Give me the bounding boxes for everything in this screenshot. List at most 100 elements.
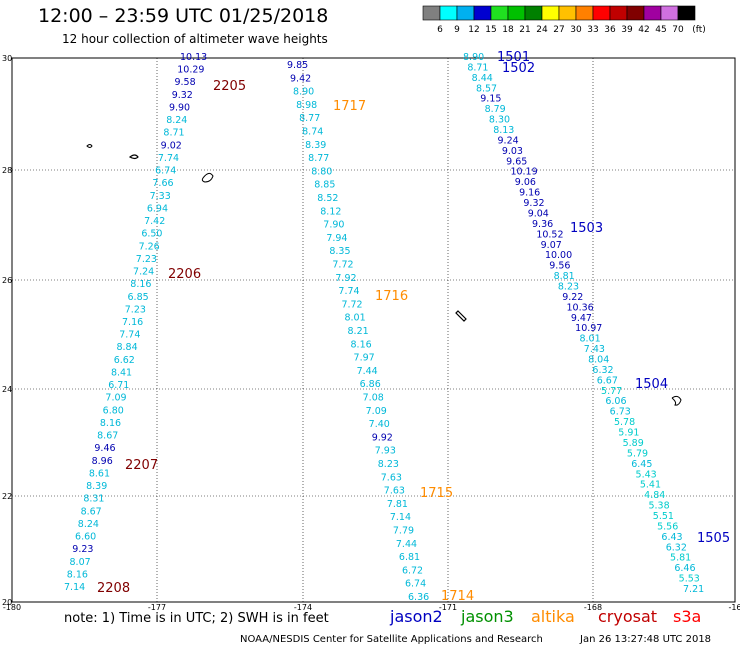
- lat-lon-grid: [11, 57, 736, 603]
- wave-height-value: 9.04: [528, 208, 549, 219]
- wave-height-value: 7.72: [341, 299, 362, 310]
- legend-label: 39: [621, 25, 633, 35]
- wave-height-value: 7.63: [381, 472, 402, 483]
- wave-height-value: 8.31: [83, 494, 104, 505]
- wave-height-value: 6.46: [674, 563, 695, 574]
- wave-height-value: 7.79: [393, 526, 414, 537]
- wave-height-value: 7.14: [390, 512, 411, 523]
- legend-label: 33: [587, 25, 598, 35]
- wave-height-value: 8.01: [579, 334, 600, 345]
- pass-label: 1503: [570, 221, 603, 236]
- island-4: [455, 310, 467, 322]
- lat-label: 20: [2, 598, 12, 607]
- satellite-label-s3a: s3a: [673, 607, 702, 626]
- wave-height-value: 8.16: [100, 418, 121, 429]
- satellite-label-cryosat: cryosat: [598, 607, 658, 626]
- wave-height-value: 8.84: [116, 342, 137, 353]
- wave-height-value: 6.74: [155, 166, 176, 177]
- wave-height-value: 8.71: [163, 128, 184, 139]
- wave-height-value: 5.79: [627, 448, 648, 459]
- wave-height-value: 7.21: [683, 584, 704, 595]
- wave-height-value: 8.61: [89, 468, 110, 479]
- wave-height-value: 8.16: [67, 569, 88, 580]
- wave-height-value: 7.94: [326, 233, 347, 244]
- wave-height-value: 6.62: [114, 355, 135, 366]
- satellite-label-jason3: jason3: [461, 607, 514, 626]
- pass-label: 1716: [375, 289, 408, 304]
- pass-label: 2205: [213, 79, 246, 94]
- wave-height-value: 10.52: [536, 229, 563, 240]
- wave-height-value: 7.09: [105, 393, 126, 404]
- wave-height-value: 6.45: [631, 459, 652, 470]
- wave-height-value: 8.21: [348, 326, 369, 337]
- wave-height-value: 8.44: [472, 73, 493, 84]
- pass-label: 2207: [125, 458, 158, 473]
- wave-height-value: 5.51: [653, 511, 674, 522]
- wave-height-value: 8.85: [314, 180, 335, 191]
- wave-height-value: 7.93: [375, 446, 396, 457]
- wave-height-value: 9.07: [541, 240, 562, 251]
- footer-credit: NOAA/NESDIS Center for Satellite Applica…: [240, 634, 543, 645]
- wave-height-value: 8.77: [299, 113, 320, 124]
- lat-label: 30: [2, 54, 12, 63]
- wave-height-value: 9.85: [287, 60, 308, 71]
- wave-height-value: 6.60: [75, 532, 96, 543]
- wave-height-value: 9.22: [562, 292, 583, 303]
- wave-height-value: 8.74: [302, 127, 323, 138]
- axis-labels: 30 28 26 24 22 20-180 -177 -174 -171 -168 -16: [2, 54, 740, 610]
- islands: [86, 144, 682, 406]
- wave-height-value: 9.46: [94, 443, 115, 454]
- wave-height-value: 9.03: [502, 146, 523, 157]
- wave-height-value: 9.36: [532, 219, 553, 230]
- lat-label: 22: [2, 492, 12, 501]
- legend-label: 9: [454, 25, 460, 35]
- pass-label: 1501: [497, 50, 530, 65]
- wave-height-value: 10.13: [180, 52, 207, 63]
- legend-swatch: [677, 5, 696, 21]
- map-title: 12:00 – 23:59 UTC 01/25/2018: [38, 5, 329, 27]
- wave-height-value: 5.43: [636, 469, 657, 480]
- legend-label: 70: [672, 25, 684, 35]
- wave-height-value: 10.97: [575, 323, 602, 334]
- track-altika: 9.85 9.42 8.90 8.98 8.77 8.74 8.39 8.77 8.80 8.85…: [287, 60, 474, 604]
- wave-height-value: 10.29: [177, 65, 204, 76]
- wave-height-value: 7.74: [338, 286, 359, 297]
- wave-height-value: 6.43: [661, 532, 682, 543]
- wave-height-value: 9.32: [172, 90, 193, 101]
- wave-height-value: 6.36: [408, 592, 429, 603]
- lat-label: 24: [2, 385, 12, 394]
- wave-height-value: 7.44: [357, 366, 378, 377]
- pass-label: 1717: [333, 99, 366, 114]
- legend-label: 27: [553, 25, 564, 35]
- track-jason2: 8.908.718.448.579.158.798.308.139.249.03…: [463, 50, 730, 595]
- wave-height-value: 8.30: [489, 115, 510, 126]
- map-frame: [11, 57, 736, 603]
- legend-label: 15: [485, 25, 496, 35]
- wave-height-value: 6.86: [360, 379, 381, 390]
- pass-label: 2206: [168, 267, 201, 282]
- pass-label: 1502: [502, 61, 535, 76]
- wave-height-value: 9.65: [506, 156, 527, 167]
- wave-height-value: 8.67: [81, 506, 102, 517]
- wave-height-value: 8.24: [166, 115, 187, 126]
- wave-height-value: 7.33: [150, 191, 171, 202]
- satellite-label-jason2: jason2: [390, 607, 443, 626]
- wave-height-value: 8.90: [293, 87, 314, 98]
- lon-label: -168: [584, 603, 602, 610]
- legend-label: 36: [604, 25, 616, 35]
- wave-height-value: 5.91: [618, 428, 639, 439]
- wave-height-value: 9.23: [72, 544, 93, 555]
- lon-label: -171: [439, 603, 457, 610]
- wave-height-value: 7.09: [366, 406, 387, 417]
- lat-label: 26: [2, 276, 12, 285]
- lon-label: -16: [728, 603, 740, 610]
- wave-height-value: 5.78: [614, 417, 635, 428]
- wave-height-value: 10.19: [510, 167, 537, 178]
- wave-height-value: 6.67: [597, 375, 618, 386]
- wave-height-value: 8.16: [351, 339, 372, 350]
- legend-unit: (ft): [692, 25, 706, 35]
- wave-height-value: 7.44: [396, 539, 417, 550]
- wave-height-value: 5.81: [670, 553, 691, 564]
- wave-height-value: 6.72: [402, 565, 423, 576]
- lon-label: -177: [148, 603, 166, 610]
